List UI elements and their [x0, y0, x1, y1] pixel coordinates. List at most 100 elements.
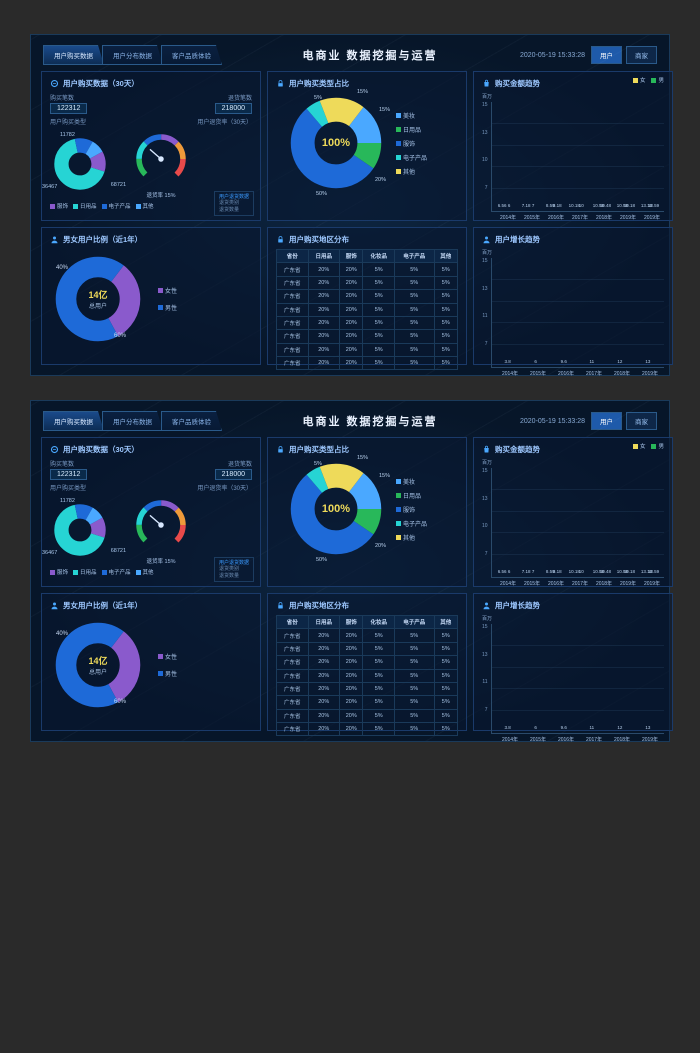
panel-title-text: 用户购买类型占比 — [289, 444, 349, 455]
tab[interactable]: 用户分布数据 — [102, 45, 163, 65]
legend-item: 其他 — [396, 167, 427, 176]
tab[interactable]: 客户品质体验 — [161, 411, 222, 431]
legend-item: 女 — [633, 76, 646, 84]
table-row: 广东省20%20%5%5%5% — [277, 723, 458, 736]
header-button[interactable]: 用户 — [591, 412, 622, 430]
table-row: 广东省20%20%5%5%5% — [277, 276, 458, 289]
lock-icon — [276, 79, 285, 88]
dashboard: 用户购买数据用户分布数据客户品质体验 电商业 数据挖掘与运营 2020-05-1… — [30, 400, 670, 742]
table-header: 化妆品 — [363, 616, 395, 629]
dashboard-header: 用户购买数据用户分布数据客户品质体验 电商业 数据挖掘与运营 2020-05-1… — [31, 401, 669, 437]
panel-purchase-trend: 购买金额趋势 女男 百万 1513107 6.5667.1878.598.181… — [473, 71, 673, 221]
table-row: 广东省20%20%5%5%5% — [277, 629, 458, 642]
donut-center-main: 14亿 — [88, 288, 107, 301]
legend-item: 其他 — [136, 568, 154, 576]
dashboard-header: 用户购买数据用户分布数据客户品质体验 电商业 数据挖掘与运营 2020-05-1… — [31, 35, 669, 71]
panel-user-growth: 用户增长趋势 百万 1513117 3.869.6111213 2014年201… — [473, 227, 673, 365]
slice-label: 20% — [375, 177, 386, 183]
slice-label: 15% — [379, 107, 390, 113]
bars-area: 3.869.6111213 — [491, 258, 664, 368]
region-table: 省份日用品服饰化妆品电子产品其他广东省20%20%5%5%5%广东省20%20%… — [276, 615, 458, 736]
slice-label: 15% — [357, 89, 368, 95]
kpi-label: 购买笔数 — [50, 459, 151, 468]
y-axis: 1513117 — [482, 258, 491, 368]
table-header: 其他 — [434, 250, 457, 263]
timestamp: 2020-05-19 15:33:28 — [520, 418, 585, 425]
y-unit: 百万 — [482, 615, 492, 622]
legend-item: 日用品 — [73, 568, 97, 576]
user-icon — [50, 235, 59, 244]
table-row: 广东省20%20%5%5%5% — [277, 263, 458, 276]
tab[interactable]: 用户购买数据 — [43, 45, 104, 65]
legend-item: 女性 — [158, 286, 177, 295]
slice-label: 15% — [379, 473, 390, 479]
kpi-value: 122312 — [50, 469, 87, 480]
slice-label: 15% — [357, 455, 368, 461]
tab[interactable]: 客户品质体验 — [161, 45, 222, 65]
legend-item: 日用品 — [73, 202, 97, 210]
panel-title-text: 用户增长趋势 — [495, 234, 540, 245]
panel-title-text: 用户购买地区分布 — [289, 234, 349, 245]
legend-item: 电子产品 — [396, 153, 427, 162]
legend-item: 电子产品 — [102, 202, 131, 210]
bar-legend: 女男 — [633, 76, 664, 84]
tab[interactable]: 用户购买数据 — [43, 411, 104, 431]
header-button[interactable]: 商家 — [626, 412, 657, 430]
legend-item: 男性 — [158, 303, 177, 312]
donut-center-main: 14亿 — [88, 654, 107, 667]
table-row: 广东省20%20%5%5%5% — [277, 642, 458, 655]
legend-item: 服饰 — [50, 202, 68, 210]
header-button[interactable]: 商家 — [626, 46, 657, 64]
lock-icon — [276, 601, 285, 610]
legend-item: 服饰 — [396, 139, 427, 148]
table-header: 其他 — [434, 616, 457, 629]
p2-legend: 女性男性 — [158, 286, 177, 312]
panel-title-text: 用户增长趋势 — [495, 600, 540, 611]
category-donut: 100% 5% 15% 15% 20% 50% — [286, 459, 386, 559]
gender-donut: 14亿 总用户 40% 60% — [50, 617, 146, 713]
legend-item: 女 — [633, 442, 646, 450]
kpi-value: 218000 — [215, 469, 252, 480]
panel-user-growth: 用户增长趋势 百万 1513117 3.869.6111213 2014年201… — [473, 593, 673, 731]
legend-item: 服饰 — [50, 568, 68, 576]
donut-label: 11782 — [60, 498, 75, 504]
table-header: 电子产品 — [394, 250, 434, 263]
donut-label: 68721 — [111, 548, 126, 554]
table-header: 电子产品 — [394, 616, 434, 629]
panel-title-text: 购买金额趋势 — [495, 444, 540, 455]
slice-label: 20% — [375, 543, 386, 549]
legend-item: 其他 — [396, 533, 427, 542]
donut-label: 36467 — [42, 184, 57, 190]
bar-legend: 女男 — [633, 442, 664, 450]
bars-area: 6.5667.1878.598.1810.181010.5910.4810.59… — [491, 468, 664, 578]
lock-icon — [276, 235, 285, 244]
donut-label: 68721 — [111, 182, 126, 188]
page-heading — [0, 0, 700, 28]
panel-category-ratio: 用户购买类型占比 100% 5% 15% 15% 20% 50% 美妆日用品服饰… — [267, 71, 467, 221]
kpi-label: 购买笔数 — [50, 93, 151, 102]
purchase-type-donut: 11782 36467 68721 — [50, 134, 120, 196]
donut-center: 100% — [286, 459, 386, 559]
x-axis-labels: 2014年2015年2016年2017年2018年2019年 — [482, 736, 664, 743]
header-button[interactable]: 用户 — [591, 46, 622, 64]
panel-user-purchase: 用户购买数据（30天） 购买笔数 122312 退货笔数 218000 用户购买… — [41, 71, 261, 221]
legend-item: 日用品 — [396, 491, 427, 500]
table-row: 广东省20%20%5%5%5% — [277, 343, 458, 356]
legend-item: 男 — [651, 442, 664, 450]
slice-label: 5% — [314, 95, 322, 101]
table-row: 广东省20%20%5%5%5% — [277, 696, 458, 709]
kpi-label: 退货笔数 — [151, 93, 252, 102]
bars-area: 6.5667.1878.598.1810.181010.5910.4810.59… — [491, 102, 664, 212]
panel-purchase-trend: 购买金额趋势 女男 百万 1513107 6.5667.1878.598.181… — [473, 437, 673, 587]
gauge-label: 退货率 — [146, 193, 163, 199]
table-row: 广东省20%20%5%5%5% — [277, 303, 458, 316]
table-header: 日用品 — [308, 616, 340, 629]
table-header: 日用品 — [308, 250, 340, 263]
user-icon — [50, 601, 59, 610]
donut-center-sub: 总用户 — [89, 667, 107, 676]
tab[interactable]: 用户分布数据 — [102, 411, 163, 431]
panel-gender-ratio: 男女用户比例（近1年） 14亿 总用户 40% 60% 女性男性 — [41, 593, 261, 731]
tab-bar: 用户购买数据用户分布数据客户品质体验 — [43, 45, 220, 65]
panel-title-text: 用户购买类型占比 — [289, 78, 349, 89]
table-header: 服饰 — [340, 250, 363, 263]
